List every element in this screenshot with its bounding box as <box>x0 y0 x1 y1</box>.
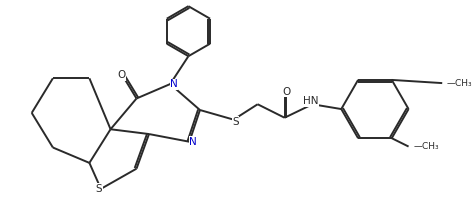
Text: N: N <box>189 137 197 147</box>
Text: —CH₃: —CH₃ <box>413 142 439 151</box>
Text: —CH₃: —CH₃ <box>447 79 473 88</box>
Text: S: S <box>232 116 239 127</box>
Text: S: S <box>96 184 102 194</box>
Text: N: N <box>170 79 178 89</box>
Text: O: O <box>282 87 290 97</box>
Text: HN: HN <box>303 96 318 106</box>
Text: O: O <box>117 70 125 80</box>
